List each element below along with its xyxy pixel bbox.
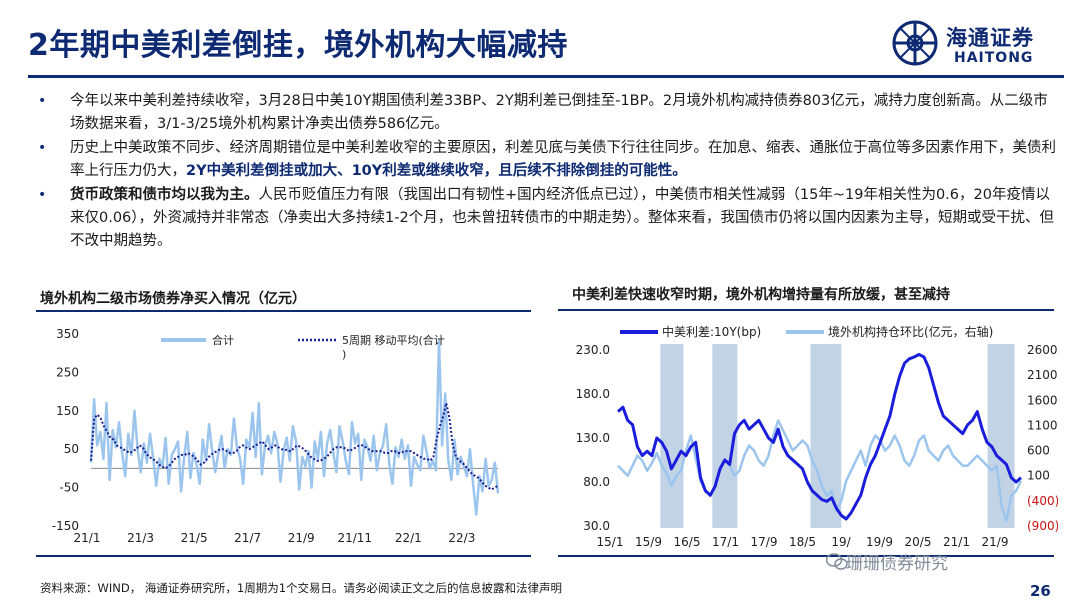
- y-tick-label: 150: [56, 404, 79, 418]
- x-tick-label: 17/1: [712, 535, 739, 549]
- y-right-tick-label: 1600: [1027, 393, 1058, 407]
- left-chart-bottom-rule: [36, 555, 531, 557]
- bullet-text: 人民币贬值压力有限（我国出口有韧性+国内经济低点已过），中美债市相关性减弱（15…: [70, 187, 1054, 249]
- y-right-tick-label: (400): [1027, 494, 1058, 508]
- x-tick-label: 15/9: [635, 535, 662, 549]
- y-tick-label: 250: [56, 365, 79, 379]
- bullet-list: • 今年以来中美利差持续收窄，3月28日中美10Y期国债利差33BP、2Y期利差已…: [36, 90, 1056, 254]
- haitong-logo: 海通证券 HAITONG: [890, 18, 1050, 70]
- bullet-item: • 历史上中美政策不同步、经济周期错位是中美利差收窄的主要原因，利差见底与美债下行…: [36, 137, 1056, 183]
- x-tick-label: 21/1: [943, 535, 970, 549]
- logo-english-name: HAITONG: [954, 50, 1034, 66]
- watermark-text: 珊珊债券研究: [846, 554, 948, 574]
- x-tick-label: 20/5: [905, 535, 932, 549]
- y-left-tick-label: 130.0: [576, 431, 610, 445]
- y-right-tick-label: 600: [1027, 444, 1050, 458]
- bullet-text: 货币政策和债市均以我为主。: [70, 187, 259, 203]
- bullet-dot-icon: •: [38, 140, 47, 156]
- x-tick-label: 15/1: [597, 535, 624, 549]
- y-right-tick-label: 100: [1027, 469, 1050, 483]
- legend-ma-label-cont: ): [342, 348, 346, 361]
- page-number: 26: [1030, 582, 1051, 600]
- bullet-text: 今年以来中美利差持续收窄，3月28日中美10Y期国债利差33BP、2Y期利差已倒…: [70, 93, 1048, 132]
- bullet-item: • 今年以来中美利差持续收窄，3月28日中美10Y期国债利差33BP、2Y期利差已…: [36, 90, 1056, 136]
- haitong-emblem-icon: [892, 20, 938, 66]
- bullet-item: • 货币政策和债市均以我为主。人民币贬值压力有限（我国出口有韧性+国内经济低点已过…: [36, 184, 1056, 253]
- series-total-line: [89, 338, 500, 516]
- y-left-tick-label: 80.0: [583, 475, 610, 489]
- page-title: 2年期中美利差倒挂，境外机构大幅减持: [28, 28, 568, 63]
- shaded-period: [660, 344, 684, 528]
- y-tick-label: 350: [56, 327, 79, 341]
- x-tick-label: 21/7: [234, 531, 261, 545]
- series-spread-line: [616, 352, 1023, 521]
- x-tick-label: 21/1: [74, 531, 101, 545]
- wechat-icon: [826, 553, 848, 570]
- x-tick-label: 22/3: [448, 531, 475, 545]
- legend-spread-label: 中美利差:10Y(bp): [662, 324, 761, 339]
- x-tick-label: 18/5: [789, 535, 816, 549]
- y-left-tick-label: 30.0: [583, 519, 610, 533]
- x-tick-label: 19/: [831, 535, 851, 549]
- y-left-tick-label: 180.0: [576, 387, 610, 401]
- y-tick-label: 50: [64, 442, 79, 456]
- right-chart-title: 中美利差快速收窄时期，境外机构增持量有所放缓，甚至减持: [572, 287, 950, 303]
- legend-total-label: 合计: [212, 333, 234, 347]
- x-tick-label: 19/9: [866, 535, 893, 549]
- footer-source-note: 资料来源：WIND， 海通证券研究所，1周期为1个交易日。请务必阅读正文之后的信…: [40, 581, 563, 595]
- bullet-text: 2Y中美利差倒挂或加大、10Y利差或继续收窄，且后续不排除倒挂的可能性。: [186, 163, 687, 179]
- right-chart-top-rule: [558, 309, 1054, 311]
- logo-chinese-name: 海通证券: [946, 25, 1034, 50]
- title-divider: [28, 75, 1064, 78]
- y-right-tick-label: 2100: [1027, 368, 1058, 382]
- y-tick-label: -50: [59, 481, 79, 495]
- left-chart-top-rule: [36, 310, 531, 312]
- bullet-dot-icon: •: [38, 187, 47, 203]
- y-left-tick-label: 230.0: [576, 343, 610, 357]
- x-tick-label: 21/9: [982, 535, 1009, 549]
- x-tick-label: 21/3: [127, 531, 154, 545]
- y-right-tick-label: 2600: [1027, 343, 1058, 357]
- x-tick-label: 22/1: [395, 531, 422, 545]
- legend-holdings-label: 境外机构持仓环比(亿元，右轴): [828, 324, 993, 339]
- x-tick-label: 21/9: [288, 531, 315, 545]
- right-chart: 230.0 180.0 130.0 80.0 30.0 2600 2100 1600 1100 6…: [576, 324, 1058, 549]
- x-tick-label: 16/5: [674, 535, 701, 549]
- bullet-dot-icon: •: [38, 93, 47, 109]
- legend-ma-label: 5周期 移动平均(合计: [342, 333, 445, 347]
- y-right-tick-label: (900): [1027, 519, 1058, 533]
- x-tick-label: 21/5: [181, 531, 208, 545]
- y-right-tick-label: 1100: [1027, 418, 1058, 432]
- shaded-period: [810, 344, 842, 528]
- x-tick-label: 17/9: [751, 535, 778, 549]
- x-tick-label: 21/11: [337, 531, 372, 545]
- y-tick-label: -150: [52, 519, 79, 533]
- left-chart-title: 境外机构二级市场债券净买入情况（亿元）: [40, 291, 306, 307]
- bullet-text: 历史上中美政策不同步、经济周期错位是中美利差收窄的主要原因，利差见底与美债下行往…: [70, 140, 1056, 179]
- right-chart-bottom-rule: [558, 555, 1054, 557]
